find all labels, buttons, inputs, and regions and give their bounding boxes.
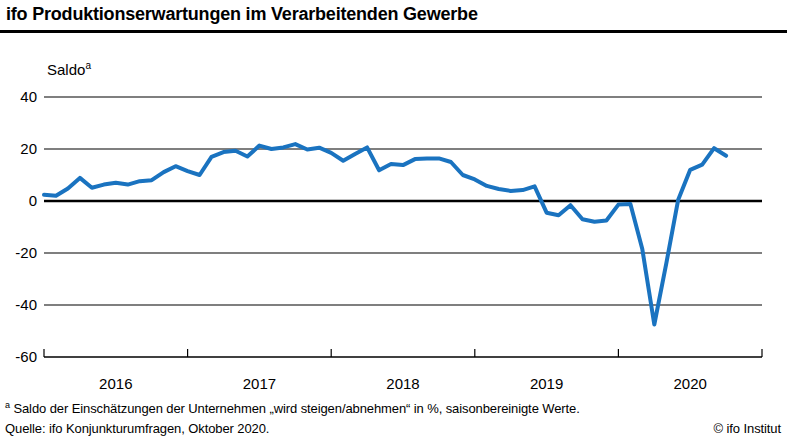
chart-page: { "header": { "title": "ifo Produktionse… (0, 0, 787, 443)
x-tick-label: 2016 (99, 375, 132, 392)
y-tick-label: 20 (20, 140, 37, 157)
source-note: Quelle: ifo Konjunkturumfragen, Oktober … (5, 421, 269, 436)
x-tick-label: 2019 (530, 375, 563, 392)
y-tick-label: 0 (29, 192, 37, 209)
y-tick-label: -40 (15, 296, 37, 313)
y-tick-label: 40 (20, 88, 37, 105)
copyright-note: © ifo Institut (714, 421, 781, 436)
x-tick-label: 2020 (674, 375, 707, 392)
y-tick-label: -60 (15, 348, 37, 365)
line-chart: 40 20 0 -20 -40 -60 2016 2017 2018 2019 2020 (0, 0, 787, 443)
data-series-line (44, 144, 726, 324)
footnote: a Saldo der Einschätzungen der Unternehm… (5, 400, 580, 416)
x-tick-label: 2018 (386, 375, 419, 392)
x-tick-label: 2017 (243, 375, 276, 392)
y-tick-label: -20 (15, 244, 37, 261)
